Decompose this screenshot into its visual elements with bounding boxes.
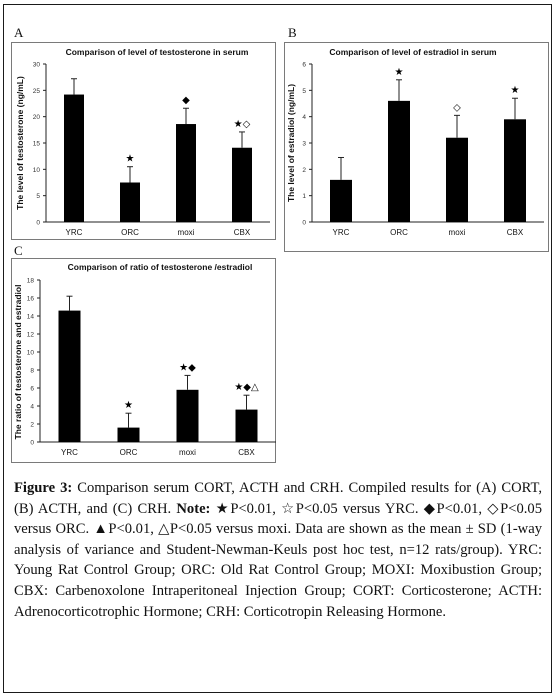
chart-c-significance-marker: ★◆ <box>179 362 196 373</box>
caption-text-2: ★P<0.01, ☆P<0.05 versus YRC. ◆P<0.01, ◇P… <box>14 500 543 620</box>
chart-b-panel-letter: B <box>288 25 297 40</box>
chart-c-y-tick-label: 6 <box>30 386 34 393</box>
chart-b-significance-marker: ★ <box>511 85 520 96</box>
figure-label: Figure 3: <box>14 480 73 496</box>
chart-a-y-tick-label: 20 <box>33 114 41 121</box>
chart-a-bar-moxi <box>176 124 196 222</box>
figure-frame <box>3 4 552 693</box>
chart-c-y-tick-label: 4 <box>30 404 34 411</box>
chart-a-title: Comparison of level of testosterone in s… <box>66 47 249 57</box>
chart-b-y-tick-label: 0 <box>302 220 306 227</box>
chart-b-x-tick-label: CBX <box>507 228 524 237</box>
chart-c-panel-letter: C <box>14 243 23 258</box>
chart-b-bar-cbx <box>504 119 526 222</box>
chart-a-y-tick-label: 10 <box>33 167 41 174</box>
chart-a-bar-yrc <box>64 94 84 222</box>
chart-a-significance-marker: ◆ <box>182 95 190 106</box>
chart-b-bar-yrc <box>330 179 352 222</box>
chart-a-y-tick-label: 5 <box>36 193 40 200</box>
chart-b-x-tick-label: ORC <box>390 228 408 237</box>
chart-c-y-tick-label: 8 <box>30 368 34 375</box>
chart-a-significance-marker: ★ <box>126 154 135 165</box>
chart-c-y-tick-label: 2 <box>30 422 34 429</box>
chart-c-bar-orc <box>117 427 140 442</box>
chart-b-y-tick-label: 5 <box>302 88 306 95</box>
chart-a-x-tick-label: moxi <box>178 228 195 237</box>
chart-a-significance-marker: ★◇ <box>234 119 251 130</box>
chart-c-significance-marker: ★ <box>124 400 133 411</box>
chart-b-y-tick-label: 6 <box>302 62 306 69</box>
panel-c-box <box>11 258 276 463</box>
chart-b-title: Comparison of level of estradiol in seru… <box>329 47 497 57</box>
chart-b-y-axis-label: The level of estradiol (ng/mL) <box>286 84 296 202</box>
chart-b-significance-marker: ★ <box>395 67 404 78</box>
chart-a-y-tick-label: 0 <box>36 220 40 227</box>
panel-a-box <box>11 42 276 240</box>
chart-c-x-tick-label: ORC <box>120 448 138 457</box>
chart-b-significance-marker: ◇ <box>453 102 461 113</box>
chart-b-bar-moxi <box>446 137 468 222</box>
caption-text-1: Comparison serum CORT, ACTH and CRH. Com… <box>14 480 542 517</box>
chart-b-y-tick-label: 4 <box>302 114 306 121</box>
chart-b-y-tick-label: 1 <box>302 193 306 200</box>
chart-a-y-axis-label: The level of testosterone (ng/mL) <box>15 76 25 210</box>
chart-c-x-tick-label: CBX <box>238 448 255 457</box>
chart-c-y-tick-label: 14 <box>27 314 35 321</box>
chart-c-x-tick-label: moxi <box>179 448 196 457</box>
chart-a-bar-cbx <box>232 147 252 222</box>
chart-a-x-tick-label: CBX <box>234 228 251 237</box>
figure-caption: Figure 3: Comparison serum CORT, ACTH an… <box>14 478 542 622</box>
chart-a-x-tick-label: ORC <box>121 228 139 237</box>
chart-a-y-tick-label: 30 <box>33 62 41 69</box>
chart-a-y-tick-label: 15 <box>33 141 41 148</box>
chart-c-y-tick-label: 12 <box>27 332 35 339</box>
chart-b-bar-orc <box>388 100 410 222</box>
chart-a-panel-letter: A <box>14 25 24 40</box>
chart-b-y-tick-label: 3 <box>302 141 306 148</box>
chart-a-x-tick-label: YRC <box>66 228 83 237</box>
chart-c-x-tick-label: YRC <box>61 448 78 457</box>
chart-a-y-tick-label: 25 <box>33 88 41 95</box>
chart-c-bar-cbx <box>235 409 258 442</box>
chart-b-y-tick-label: 2 <box>302 167 306 174</box>
chart-c-title: Comparison of ratio of testosterone /est… <box>68 262 253 272</box>
chart-b-x-tick-label: moxi <box>449 228 466 237</box>
chart-c-y-tick-label: 0 <box>30 440 34 447</box>
chart-c-significance-marker: ★◆△ <box>234 382 259 393</box>
note-label: Note: <box>176 500 211 517</box>
chart-c-bar-moxi <box>176 389 199 442</box>
chart-b-x-tick-label: YRC <box>333 228 350 237</box>
chart-c-y-tick-label: 18 <box>27 278 35 285</box>
chart-a-bar-orc <box>120 182 140 222</box>
chart-c-y-tick-label: 10 <box>27 350 35 357</box>
chart-c-y-axis-label: The ratio of testosterone and estradiol <box>13 285 23 440</box>
chart-c-bar-yrc <box>58 310 81 442</box>
chart-c-y-tick-label: 16 <box>27 296 35 303</box>
